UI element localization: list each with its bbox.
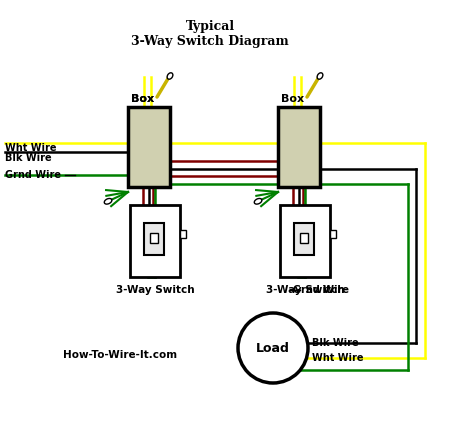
Text: Wht Wire: Wht Wire <box>5 143 56 153</box>
Text: Load: Load <box>256 341 290 354</box>
Text: Grnd Wire: Grnd Wire <box>293 285 349 295</box>
Text: Grnd Wire: Grnd Wire <box>5 170 61 180</box>
Bar <box>300 233 308 243</box>
Text: Blk Wire: Blk Wire <box>5 153 52 163</box>
Bar <box>294 223 314 255</box>
Text: 3-Way Switch: 3-Way Switch <box>116 285 194 295</box>
Bar <box>144 223 164 255</box>
Ellipse shape <box>104 198 112 204</box>
Ellipse shape <box>167 73 173 79</box>
Text: Blk Wire: Blk Wire <box>312 338 359 348</box>
Text: Wht Wire: Wht Wire <box>312 353 364 363</box>
Text: Box: Box <box>131 94 154 104</box>
Ellipse shape <box>254 198 262 204</box>
Bar <box>280 205 330 277</box>
Bar <box>180 230 186 238</box>
Text: Typical: Typical <box>185 20 235 33</box>
Bar <box>130 205 180 277</box>
Ellipse shape <box>317 73 323 79</box>
Text: 3-Way Switch: 3-Way Switch <box>266 285 344 295</box>
Bar <box>330 230 336 238</box>
Text: 3-Way Switch Diagram: 3-Way Switch Diagram <box>131 35 289 48</box>
Text: Box: Box <box>131 94 154 104</box>
Bar <box>278 107 320 187</box>
Circle shape <box>238 313 308 383</box>
Text: How-To-Wire-It.com: How-To-Wire-It.com <box>63 350 177 360</box>
Text: Box: Box <box>281 94 304 104</box>
Bar <box>150 233 158 243</box>
Bar <box>128 107 170 187</box>
